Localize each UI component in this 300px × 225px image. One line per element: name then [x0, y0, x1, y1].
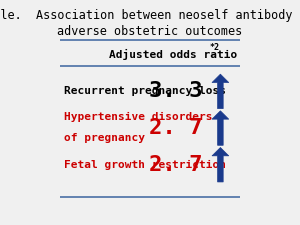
- Text: 3. 3: 3. 3: [148, 81, 202, 101]
- Text: Hypertensive disorders: Hypertensive disorders: [64, 112, 212, 122]
- Text: Table.  Association between neoself antibody and: Table. Association between neoself antib…: [0, 9, 300, 22]
- Text: of pregnancy: of pregnancy: [64, 133, 145, 143]
- Text: Adjusted odds ratio: Adjusted odds ratio: [109, 49, 238, 60]
- Text: 2. 7: 2. 7: [148, 118, 202, 138]
- Text: 2. 7: 2. 7: [148, 155, 202, 175]
- Text: Recurrent pregnancy loss: Recurrent pregnancy loss: [64, 86, 226, 96]
- Text: *2: *2: [209, 43, 219, 52]
- Text: Fetal growth restriction: Fetal growth restriction: [64, 160, 226, 170]
- Text: adverse obstetric outcomes: adverse obstetric outcomes: [57, 25, 243, 38]
